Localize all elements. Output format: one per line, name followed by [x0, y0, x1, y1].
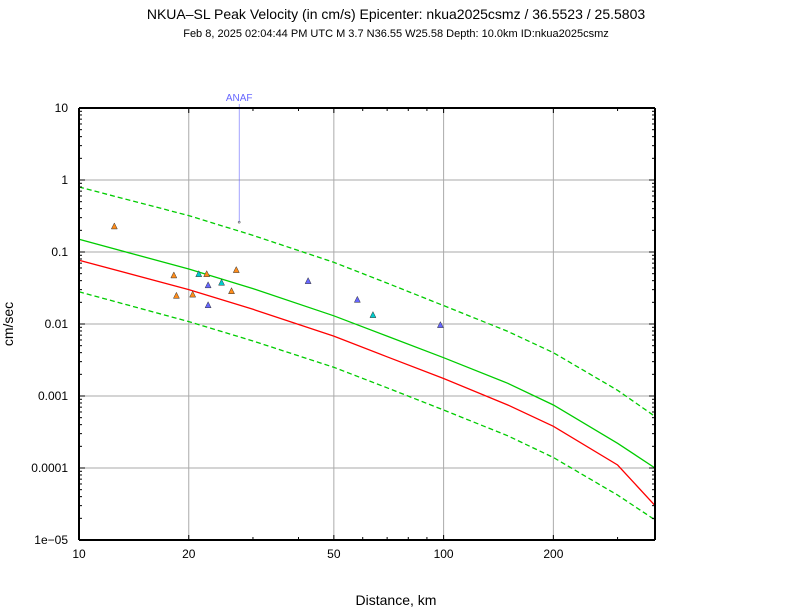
x-tick-label-50: 50	[327, 547, 341, 561]
x-tick-label-20: 20	[182, 547, 196, 561]
curve-prediction-red	[78, 259, 656, 507]
station-point-14	[437, 321, 444, 328]
x-ticks: 10 20 50 100 200	[72, 547, 563, 561]
stations	[110, 222, 444, 328]
x-tick-label-10: 10	[72, 547, 86, 561]
annotation-marker-0	[237, 220, 241, 224]
chart-subtitle: Feb 8, 2025 02:04:44 PM UTC M 3.7 N36.55…	[183, 28, 609, 40]
station-point-6	[204, 281, 212, 289]
y-tick-label-2: 0.1	[51, 245, 68, 259]
plot-frame	[78, 107, 656, 541]
y-ticks: 10 1 0.1 0.01 0.001 0.0001 1e−05	[31, 101, 68, 547]
chart-title: NKUA–SL Peak Velocity (in cm/s) Epicente…	[147, 6, 646, 22]
station-point-4	[195, 270, 203, 277]
station-point-12	[353, 295, 361, 303]
station-point-5	[203, 270, 211, 277]
annotation-label-0: ANAF	[226, 93, 253, 104]
curves	[78, 186, 656, 521]
y-tick-label-4: 0.001	[38, 389, 68, 403]
x-axis-label: Distance, km	[356, 592, 437, 608]
y-axis-label: cm/sec	[0, 302, 16, 346]
x-tick-label-200: 200	[543, 547, 563, 561]
y-tick-label-5: 0.0001	[31, 461, 68, 475]
station-point-0	[110, 222, 118, 230]
y-tick-label-3: 0.01	[45, 317, 69, 331]
curve-prediction-green	[78, 238, 656, 469]
grid	[79, 108, 655, 540]
curve-upper-bound-dashed	[78, 186, 656, 417]
annotations: ANAF	[226, 93, 253, 224]
station-point-8	[218, 278, 225, 286]
station-point-13	[369, 311, 377, 318]
y-tick-label-1: 1	[61, 173, 68, 187]
y-tick-label-6: 1e−05	[34, 533, 68, 547]
station-point-10	[232, 266, 240, 273]
station-point-9	[228, 287, 235, 294]
station-point-2	[173, 291, 180, 299]
station-point-7	[204, 301, 212, 309]
y-tick-label-0: 10	[55, 101, 69, 115]
station-point-1	[170, 271, 178, 279]
station-point-3	[189, 290, 197, 298]
curve-lower-bound-dashed	[78, 291, 656, 521]
x-tick-label-100: 100	[434, 547, 454, 561]
station-point-11	[304, 277, 312, 284]
